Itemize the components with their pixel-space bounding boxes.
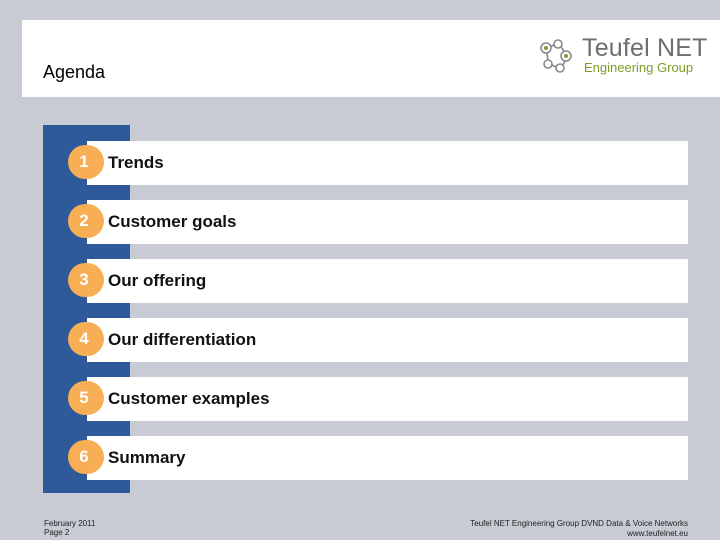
network-nodes-icon	[540, 39, 572, 73]
agenda-item-number: 6	[68, 440, 104, 474]
agenda-item-number: 1	[68, 145, 104, 179]
footer-page-number: Page 2	[44, 528, 70, 537]
agenda-item: Customer goals	[87, 200, 688, 244]
agenda-item-number: 5	[68, 381, 104, 415]
agenda-item-label: Summary	[108, 448, 186, 467]
agenda-item: Our offering	[87, 259, 688, 303]
agenda-item-label: Our offering	[108, 271, 207, 290]
agenda-item-label: Customer goals	[108, 212, 237, 231]
agenda-item-number: 2	[68, 204, 104, 238]
agenda-item-number: 3	[68, 263, 104, 297]
agenda-item: Summary	[87, 436, 688, 480]
slide-title: Agenda	[43, 62, 106, 82]
logo-subtitle: Engineering Group	[584, 60, 694, 75]
agenda-item-label: Customer examples	[108, 389, 270, 408]
slide-header: Agenda Teufel NET Engineering Group	[22, 20, 720, 97]
agenda-accent-bar	[43, 125, 130, 493]
footer-date: February 2011	[44, 519, 96, 528]
footer-date-page: February 2011 Page 2	[44, 519, 95, 537]
footer-website: www.teufelnet.eu	[627, 529, 688, 538]
agenda-item: Trends	[87, 141, 688, 185]
agenda-item-label: Our differentiation	[108, 330, 257, 349]
agenda-item: Customer examples	[87, 377, 688, 421]
footer-company-line: Teufel NET Engineering Group DVND Data &…	[470, 519, 688, 528]
agenda-item-label: Trends	[108, 153, 164, 172]
logo-name: Teufel NET	[582, 34, 708, 62]
footer-company: Teufel NET Engineering Group DVND Data &…	[470, 519, 688, 539]
company-logo: Teufel NET Engineering Group	[536, 34, 716, 78]
agenda-item: Our differentiation	[87, 318, 688, 362]
agenda-item-number: 4	[68, 322, 104, 356]
